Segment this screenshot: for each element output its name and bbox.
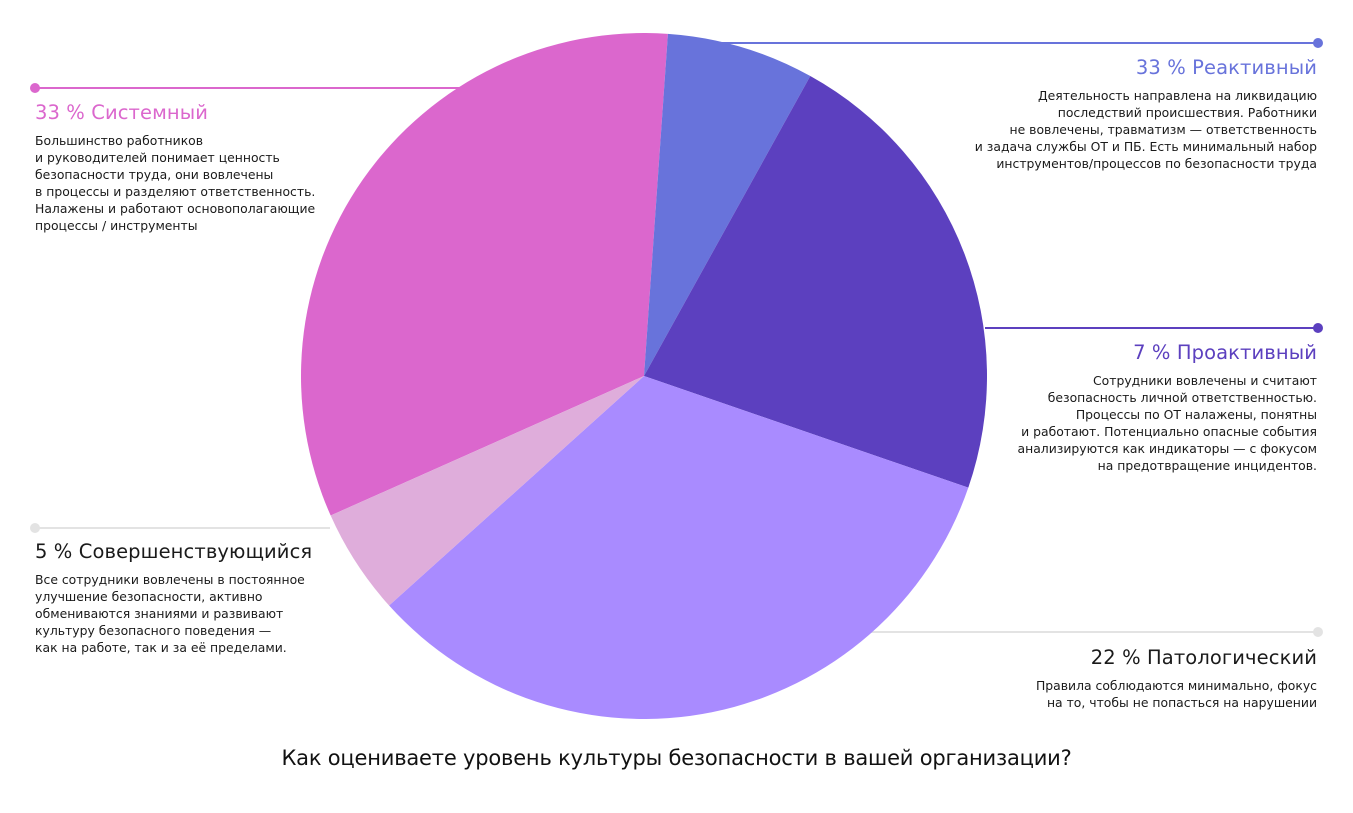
legend-title: 33 % Реактивный bbox=[1135, 56, 1317, 79]
pie-slice-proaktivny_slice bbox=[644, 76, 988, 488]
pie-slice-sistemny bbox=[300, 32, 668, 516]
legend-sistemny: 33 % Системный Большинство работников и … bbox=[35, 100, 315, 234]
legend-title: 7 % Проактивный bbox=[1133, 341, 1317, 364]
leader-dot-icon bbox=[1313, 38, 1323, 48]
legend-reaktivny: 33 % Реактивный Деятельность направлена … bbox=[975, 55, 1317, 172]
legend-description: Все сотрудники вовлечены в постоянное ул… bbox=[35, 572, 305, 655]
legend-description: Деятельность направлена на ликвидацию по… bbox=[974, 88, 1317, 171]
legend-title: 33 % Системный bbox=[35, 101, 209, 124]
pie-slice-patolog_slice bbox=[389, 376, 969, 719]
leader-dot-icon bbox=[30, 83, 40, 93]
survey-question: Как оцениваете уровень культуры безопасн… bbox=[281, 746, 1072, 770]
leader-lines bbox=[30, 38, 1323, 637]
leader-dot-icon bbox=[1313, 323, 1323, 333]
leader-dot-icon bbox=[30, 523, 40, 533]
legend-title: 22 % Патологический bbox=[1090, 646, 1317, 669]
legend-title: 5 % Совершенствующийся bbox=[35, 540, 313, 563]
pie-slice-sovershenstv bbox=[330, 376, 644, 606]
pie-slice-reaktivny_slice bbox=[644, 33, 811, 376]
legend-description: Сотрудники вовлечены и считают безопасно… bbox=[1017, 373, 1318, 473]
legend-proaktivny: 7 % Проактивный Сотрудники вовлечены и с… bbox=[1018, 340, 1318, 474]
legend-description: Большинство работников и руководителей п… bbox=[35, 133, 316, 233]
pie-slices bbox=[300, 32, 988, 719]
legend-patologichesky: 22 % Патологический Правила соблюдаются … bbox=[1036, 645, 1317, 711]
legend-sovershenstvuyushchiysya: 5 % Совершенствующийся Все сотрудники во… bbox=[35, 539, 312, 656]
legend-description: Правила соблюдаются минимально, фокус на… bbox=[1035, 678, 1317, 710]
leader-dot-icon bbox=[1313, 627, 1323, 637]
